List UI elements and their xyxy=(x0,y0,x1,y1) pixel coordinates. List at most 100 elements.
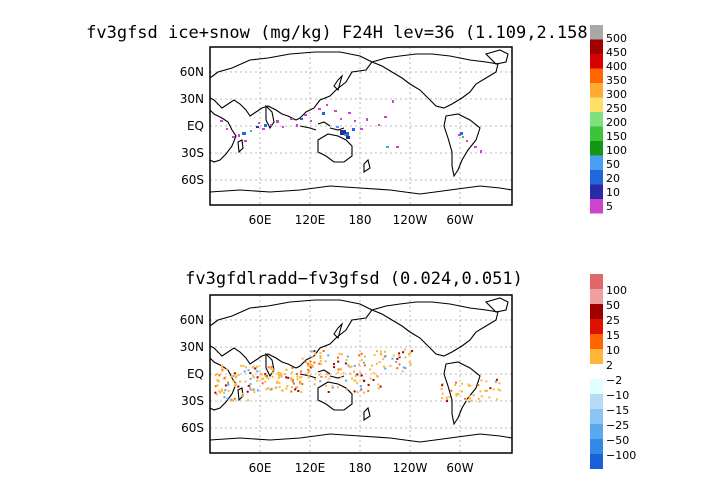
field-speck xyxy=(382,358,385,361)
lon-tick: 60E xyxy=(249,461,272,475)
field-speck xyxy=(326,373,329,376)
field-speck xyxy=(353,379,356,382)
field-speck xyxy=(264,374,267,377)
field-speck xyxy=(398,356,401,359)
field-speck xyxy=(215,393,218,396)
field-speck xyxy=(293,382,296,385)
field-speck xyxy=(331,385,334,388)
colorbar-swatch xyxy=(590,349,603,364)
field-speck xyxy=(235,375,238,378)
colorbar-label: 20 xyxy=(606,172,620,185)
field-speck xyxy=(360,352,363,355)
field-speck xyxy=(440,388,443,390)
field-speck xyxy=(468,400,471,403)
colorbar-swatch xyxy=(590,274,603,289)
field-speck xyxy=(253,391,256,394)
field-speck xyxy=(285,387,288,390)
field-speck xyxy=(360,374,363,377)
field-speck xyxy=(359,372,362,375)
field-speck xyxy=(221,364,223,367)
field-speck xyxy=(389,364,392,367)
colorbar-label: 450 xyxy=(606,46,627,59)
panel-1-title: fv3gfsd ice+snow (mg/kg) F24H lev=36 (1.… xyxy=(86,23,598,43)
field-speck xyxy=(484,389,487,392)
field-speck xyxy=(455,392,458,395)
field-speck xyxy=(369,368,372,371)
field-speck xyxy=(221,368,224,371)
field-speck xyxy=(362,361,365,364)
field-speck xyxy=(480,379,483,382)
field-speck xyxy=(411,350,414,352)
field-speck xyxy=(246,390,249,393)
field-speck xyxy=(313,383,316,386)
field-speck xyxy=(457,392,460,395)
colorbar-swatch xyxy=(590,289,603,304)
field-speck xyxy=(383,365,386,368)
panel-2-map-frame xyxy=(209,294,513,454)
field-speck xyxy=(220,388,223,391)
field-speck xyxy=(479,390,482,393)
field-speck xyxy=(313,361,316,364)
field-speck xyxy=(244,380,247,383)
field-speck xyxy=(272,368,275,371)
field-speck xyxy=(233,374,236,377)
field-speck xyxy=(360,358,363,361)
field-speck xyxy=(235,376,237,379)
field-speck xyxy=(290,377,292,380)
field-speck xyxy=(278,374,281,377)
field-speck xyxy=(380,353,383,356)
field-speck xyxy=(497,388,500,391)
field-speck xyxy=(398,363,401,366)
field-speck xyxy=(320,363,322,366)
field-speck xyxy=(322,350,325,352)
field-speck xyxy=(232,380,235,383)
field-speck xyxy=(441,392,444,395)
field-speck xyxy=(296,378,299,381)
field-speck xyxy=(441,383,444,386)
field-speck xyxy=(307,370,310,373)
panel-2-field xyxy=(214,348,502,403)
colorbar-swatch xyxy=(590,126,603,141)
field-speck xyxy=(254,367,257,370)
colorbar-swatch xyxy=(590,68,603,83)
field-speck xyxy=(216,384,219,387)
colorbar-label: 15 xyxy=(606,329,620,342)
field-speck xyxy=(226,397,229,400)
field-speck xyxy=(480,395,483,398)
field-speck xyxy=(285,376,288,379)
field-speck xyxy=(274,386,277,389)
field-speck xyxy=(404,348,407,351)
field-speck xyxy=(297,390,300,392)
field-speck xyxy=(309,363,311,366)
field-speck xyxy=(300,370,302,373)
field-speck xyxy=(336,371,339,374)
field-speck xyxy=(333,363,335,366)
field-speck xyxy=(269,388,272,391)
field-speck xyxy=(384,350,386,353)
field-speck xyxy=(384,355,387,358)
field-speck xyxy=(454,383,457,386)
colorbar-swatch xyxy=(590,97,603,112)
field-speck xyxy=(240,394,243,397)
lat-tick: 60S xyxy=(181,421,204,435)
field-speck xyxy=(319,355,322,358)
field-speck xyxy=(319,352,322,355)
field-speck xyxy=(353,390,356,393)
panel-2-colorbar-labels: 100 50 25 15 10 2 −2 −10 −15 −25 −50 −10… xyxy=(606,284,636,462)
field-speck xyxy=(409,363,412,366)
field-speck xyxy=(240,364,243,367)
colorbar-swatch xyxy=(590,141,603,156)
field-speck xyxy=(243,370,246,373)
field-speck xyxy=(333,366,336,369)
field-speck xyxy=(311,365,314,368)
field-speck xyxy=(344,362,347,365)
field-speck xyxy=(441,384,444,387)
field-speck xyxy=(345,359,348,361)
field-speck xyxy=(299,380,302,383)
field-speck xyxy=(259,372,262,375)
colorbar-label: 250 xyxy=(606,102,627,115)
colorbar-swatch xyxy=(590,409,603,424)
colorbar-label: −100 xyxy=(606,449,636,462)
colorbar-label: 150 xyxy=(606,130,627,143)
panel-1-gridlines xyxy=(210,47,512,205)
